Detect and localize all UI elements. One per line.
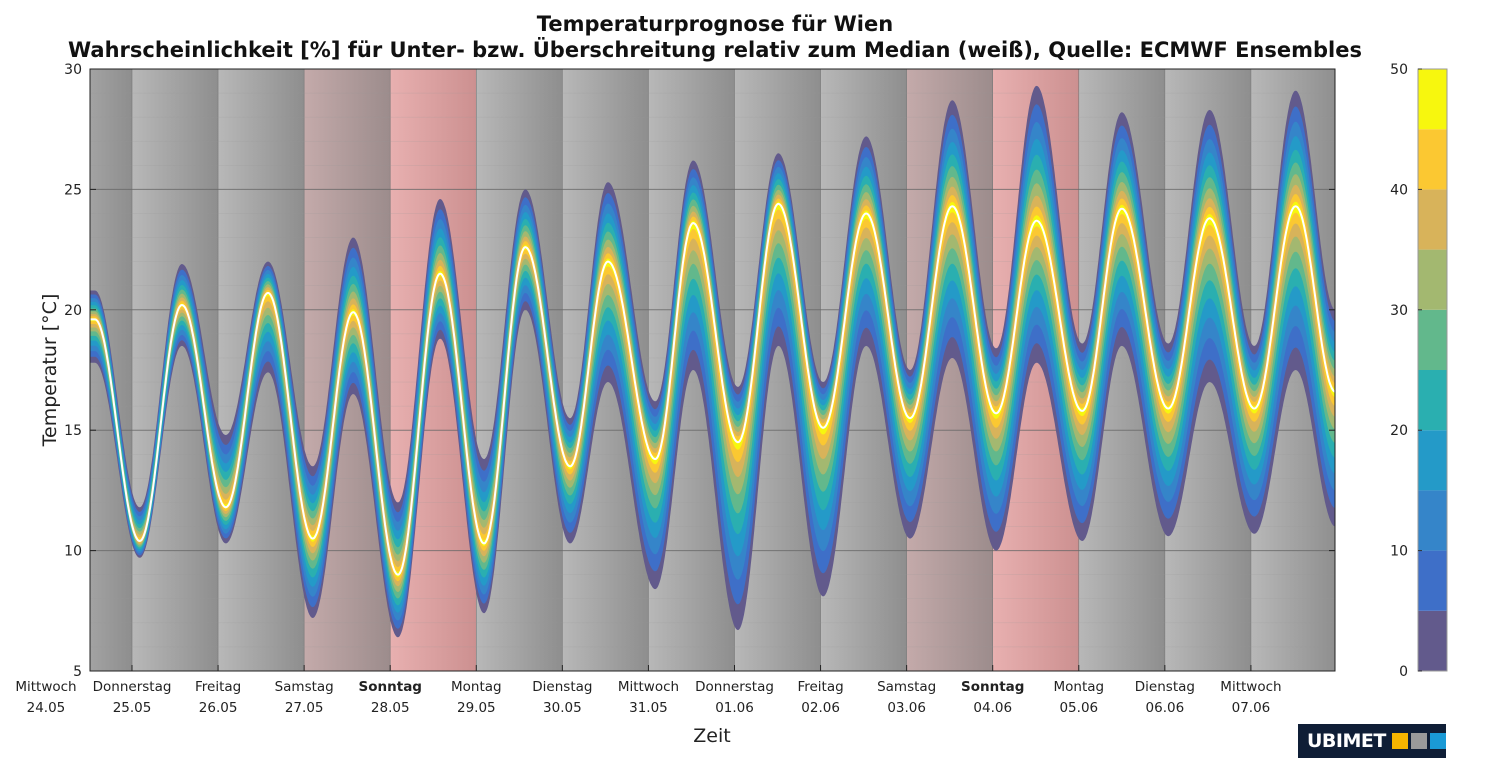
x-tick-weekday: Montag xyxy=(1054,679,1105,695)
colorbar-tick-label: 30 xyxy=(1390,303,1408,319)
colorbar-segment-30 xyxy=(1418,249,1447,310)
colorbar-segment-5 xyxy=(1418,550,1447,611)
colorbar-segment-40 xyxy=(1418,129,1447,190)
y-tick-label: 5 xyxy=(73,664,82,680)
colorbar-tick-label: 50 xyxy=(1390,62,1408,78)
colorbar-segment-10 xyxy=(1418,490,1447,551)
y-tick-label: 30 xyxy=(64,62,82,78)
colorbar-tick-label: 40 xyxy=(1390,182,1408,198)
x-tick-weekday: Sonntag xyxy=(961,679,1024,695)
plot-frame xyxy=(89,68,1336,672)
x-tick-weekday: Donnerstag xyxy=(695,679,774,695)
x-tick-date: 02.06 xyxy=(801,700,840,716)
x-tick-date: 30.05 xyxy=(543,700,582,716)
ubimet-logo: UBIMET xyxy=(1298,724,1446,758)
x-tick-date: 05.06 xyxy=(1059,700,1098,716)
x-tick-date: 27.05 xyxy=(285,700,324,716)
x-axis-label: Zeit xyxy=(693,725,730,747)
x-tick-date: 01.06 xyxy=(715,700,754,716)
x-tick-date: 31.05 xyxy=(629,700,668,716)
colorbar-frame xyxy=(1417,68,1448,672)
x-tick-weekday: Donnerstag xyxy=(93,679,172,695)
y-tick-label: 25 xyxy=(64,182,82,198)
colorbar-segment-0 xyxy=(1418,610,1447,671)
colorbar-segment-20 xyxy=(1418,370,1447,431)
median-line xyxy=(90,202,1335,576)
colorbar-segment-25 xyxy=(1418,309,1447,370)
x-tick-date: 25.05 xyxy=(113,700,152,716)
raindrop-icon xyxy=(1429,733,1446,749)
x-tick-date: 03.06 xyxy=(887,700,926,716)
x-tick-weekday: Freitag xyxy=(195,679,241,695)
colorbar-tick-label: 20 xyxy=(1390,423,1408,439)
chart-title: Temperaturprognose für Wien xyxy=(536,12,894,36)
chart-subtitle: Wahrscheinlichkeit [%] für Unter- bzw. Ü… xyxy=(68,38,1362,62)
colorbar-segment-45 xyxy=(1418,69,1447,130)
x-tick-weekday: Dienstag xyxy=(532,679,592,695)
x-tick-date: 04.06 xyxy=(973,700,1012,716)
x-tick-weekday: Samstag xyxy=(275,679,334,695)
colorbar-segment-35 xyxy=(1418,189,1447,250)
cloud-icon xyxy=(1410,733,1427,749)
x-tick-weekday: Mittwoch xyxy=(15,679,76,695)
y-tick-label: 20 xyxy=(64,303,82,319)
x-tick-date: 24.05 xyxy=(27,700,66,716)
sun-icon xyxy=(1391,733,1408,749)
logo-text: UBIMET xyxy=(1307,730,1386,752)
x-tick-weekday: Dienstag xyxy=(1135,679,1195,695)
x-tick-date: 26.05 xyxy=(199,700,238,716)
x-tick-weekday: Mittwoch xyxy=(1220,679,1281,695)
colorbar-segment-15 xyxy=(1418,430,1447,491)
x-tick-weekday: Freitag xyxy=(797,679,843,695)
y-axis-label: Temperatur [°C] xyxy=(39,294,61,448)
x-tick-date: 29.05 xyxy=(457,700,496,716)
probability-band-40-45 xyxy=(90,194,1335,582)
x-tick-weekday: Samstag xyxy=(877,679,936,695)
colorbar-tick-label: 0 xyxy=(1399,664,1408,680)
probability-band-35-40 xyxy=(90,184,1335,587)
y-tick-label: 10 xyxy=(64,544,82,560)
x-tick-date: 07.06 xyxy=(1232,700,1271,716)
plot-area xyxy=(90,69,1335,671)
x-tick-weekday: Sonntag xyxy=(359,679,422,695)
x-tick-weekday: Mittwoch xyxy=(618,679,679,695)
colorbar-tick-label: 10 xyxy=(1390,544,1408,560)
y-tick-label: 15 xyxy=(64,423,82,439)
x-tick-weekday: Montag xyxy=(451,679,502,695)
x-tick-date: 28.05 xyxy=(371,700,410,716)
x-tick-date: 06.06 xyxy=(1146,700,1185,716)
